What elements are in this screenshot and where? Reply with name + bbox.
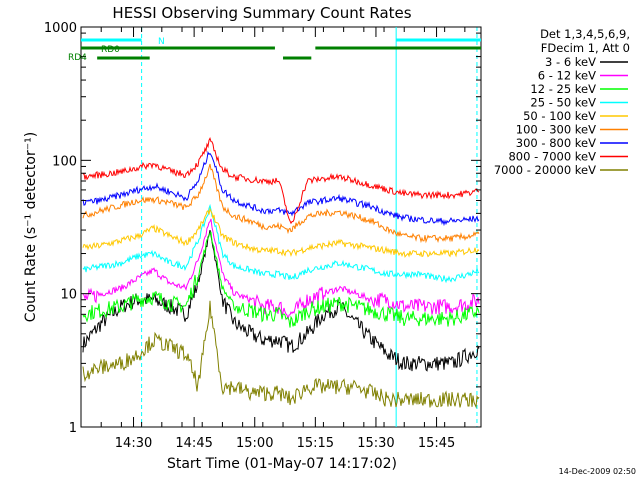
x-tick-label: 14:30 [115, 436, 152, 451]
chart-title: HESSI Observing Summary Count Rates [112, 4, 411, 22]
x-tick-label: 15:00 [236, 436, 273, 451]
plot-frame [80, 26, 482, 428]
legend-label: 25 - 50 keV [530, 96, 596, 110]
x-tick-label: 14:45 [175, 436, 212, 451]
x-axis-label: Start Time (01-May-07 14:17:02) [167, 456, 397, 472]
series-line-300-800-kev [82, 150, 480, 227]
series-line-100-300-kev [82, 163, 480, 244]
series-line-3-6-kev [82, 230, 480, 372]
footer-date: 14-Dec-2009 02:50 [559, 467, 636, 476]
legend-label: 100 - 300 keV [516, 123, 596, 137]
plot-layer [82, 27, 480, 427]
legend-header-1: Det 1,3,4,5,6,9, [540, 27, 630, 41]
y-axis-label: Count Rate (s⁻¹ detector⁻¹) [23, 132, 39, 322]
flag-label: RD4 [68, 53, 87, 63]
legend-label: 3 - 6 keV [545, 55, 596, 69]
flag-label: RD0 [101, 45, 120, 55]
y-tick-label: 1 [69, 421, 77, 436]
legend-header-2: FDecim 1, Att 0 [541, 41, 630, 55]
x-tick-label: 15:15 [297, 436, 334, 451]
legend-label: 7000 - 20000 keV [494, 163, 596, 177]
x-tick-label: 15:30 [357, 436, 394, 451]
series-line-6-12-kev [82, 218, 480, 320]
flag-label: N [158, 37, 165, 47]
legend-label: 12 - 25 keV [530, 82, 596, 96]
series-line-12-25-kev [82, 231, 480, 328]
y-tick-label: 100 [52, 154, 77, 169]
legend-label: 300 - 800 keV [516, 136, 596, 150]
y-tick-label: 1000 [44, 21, 77, 36]
series-line-50-100-kev [82, 207, 480, 258]
flag-bars: N RD0 RD4 [68, 37, 481, 63]
y-tick-label: 10 [60, 288, 77, 303]
series-line-800-7000-kev [82, 136, 480, 225]
series-line-25-50-kev [82, 203, 480, 284]
legend-label: 800 - 7000 keV [508, 150, 596, 164]
legend-label: 50 - 100 keV [523, 109, 596, 123]
series-line-7000-20000-kev [82, 300, 480, 409]
x-tick-label: 15:45 [418, 436, 455, 451]
axes: 1 10 100 1000 14:30 14:45 15:00 15:15 15:30 15:45 [44, 21, 481, 451]
legend-label: 6 - 12 keV [538, 69, 596, 83]
